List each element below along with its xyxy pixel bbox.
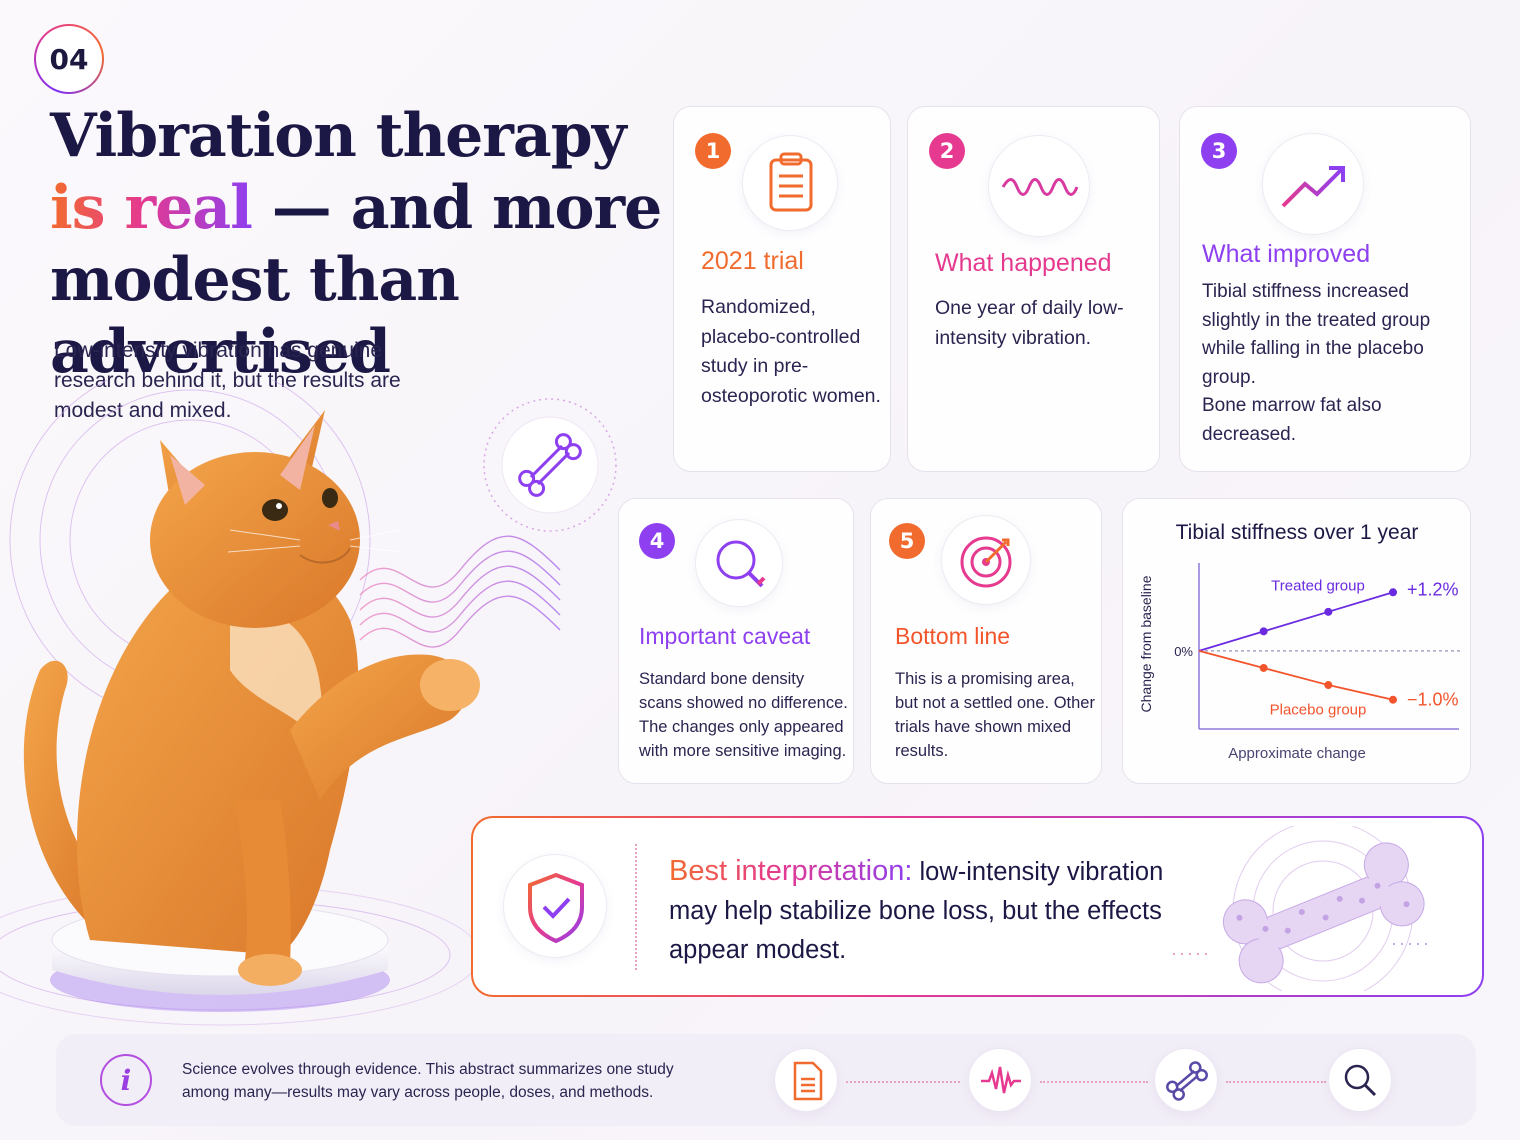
chart-data-point: [1324, 681, 1333, 690]
chart-series-line: [1198, 650, 1394, 701]
card-title: What happened: [935, 249, 1112, 277]
step-number-badge: 5: [889, 523, 925, 559]
trend-up-icon: [1262, 133, 1364, 235]
info-icon: i: [100, 1054, 152, 1106]
chart-data-point: [1389, 588, 1397, 597]
title-highlight: is real: [50, 173, 253, 243]
card-body: This is a promising area, but not a sett…: [895, 670, 1095, 760]
card-title: What improved: [1202, 240, 1371, 268]
card-body: Standard bone density scans showed no di…: [639, 670, 848, 760]
chart-x-axis-label: Approximate change: [1228, 745, 1366, 762]
banner-body: low-intensity vibration may help stabili…: [669, 858, 1164, 964]
bone-structure-illustration: [1173, 826, 1433, 991]
footer-note: Science evolves through evidence. This a…: [182, 1061, 674, 1101]
chart-data-point: [1259, 627, 1268, 636]
magnifier-icon: [1328, 1048, 1392, 1112]
title-line-2: — and more: [251, 173, 663, 243]
card-title: Important caveat: [639, 623, 811, 649]
chart-title: Tibial stiffness over 1 year: [1176, 521, 1419, 544]
chart-baseline-label: 0%: [1174, 644, 1193, 659]
banner-lead: Best interpretation:: [669, 855, 913, 887]
title-line-3: modest than advertised: [50, 245, 460, 387]
chart-series-line: [1198, 591, 1394, 652]
footer-connector: [846, 1081, 960, 1083]
bone-icon: [1154, 1048, 1218, 1112]
chart-series-name: Placebo group: [1270, 702, 1367, 719]
chart-data-point: [1259, 663, 1268, 672]
intro-text: Low-intensity vibration has genuine rese…: [54, 339, 401, 422]
chart-card: Tibial stiffness over 1 year Change from…: [1122, 498, 1471, 784]
footer-bar: i Science evolves through evidence. This…: [56, 1034, 1476, 1126]
cat-on-vibration-plate-illustration: [0, 380, 617, 1026]
chart-end-label: +1.2%: [1407, 579, 1459, 599]
step-number-badge: 4: [639, 523, 675, 559]
wave-icon: [988, 135, 1090, 237]
section-number: 04: [36, 26, 102, 92]
chart-series-name: Treated group: [1271, 577, 1365, 594]
title-line-1: Vibration therapy: [50, 101, 627, 171]
chart-y-axis-label: Change from baseline: [1138, 575, 1154, 712]
card-what-happened: 2 What happened One year of daily low-in…: [907, 106, 1160, 472]
magnifier-icon: [695, 519, 783, 607]
card-bottom-line: 5 Bottom line This is a promising area, …: [870, 498, 1102, 784]
card-body-extra: Bone marrow fat also decreased.: [1202, 395, 1382, 445]
card-title: Bottom line: [895, 623, 1011, 649]
banner-divider: [635, 844, 637, 970]
card-important-caveat: 4 Important caveat Standard bone density…: [618, 498, 854, 784]
chart-data-point: [1389, 695, 1397, 704]
target-icon: [941, 515, 1031, 605]
card-body: One year of daily low-intensity vibratio…: [935, 297, 1124, 349]
clipboard-icon: [742, 135, 838, 231]
step-number-badge: 2: [929, 133, 965, 169]
chart-end-label: −1.0%: [1407, 690, 1459, 710]
banner-text: Best interpretation: low-intensity vibra…: [669, 852, 1189, 970]
chart-data-point: [1324, 607, 1333, 616]
card-what-improved: 3 What improved Tibial stiffness increas…: [1179, 106, 1471, 472]
card-title: 2021 trial: [701, 247, 804, 275]
waveform-icon: [968, 1048, 1032, 1112]
shield-check-icon: [503, 854, 607, 958]
footer-connector: [1040, 1081, 1148, 1083]
tibial-stiffness-chart: Tibial stiffness over 1 year Change from…: [1138, 521, 1461, 762]
page-title: Vibration therapy is real — and more mod…: [50, 100, 670, 388]
step-number-badge: 3: [1201, 133, 1237, 169]
card-2021-trial: 1 2021 trial Randomized, placebo-control…: [673, 106, 891, 472]
footer-connector: [1226, 1081, 1326, 1083]
best-interpretation-banner: Best interpretation: low-intensity vibra…: [471, 816, 1484, 997]
document-icon: [774, 1048, 838, 1112]
card-body: Tibial stiffness increased slightly in t…: [1202, 281, 1431, 388]
step-number-badge: 1: [695, 133, 731, 169]
card-body: Randomized, placebo-controlled study in …: [701, 296, 881, 407]
section-number-badge: 04: [34, 24, 104, 94]
